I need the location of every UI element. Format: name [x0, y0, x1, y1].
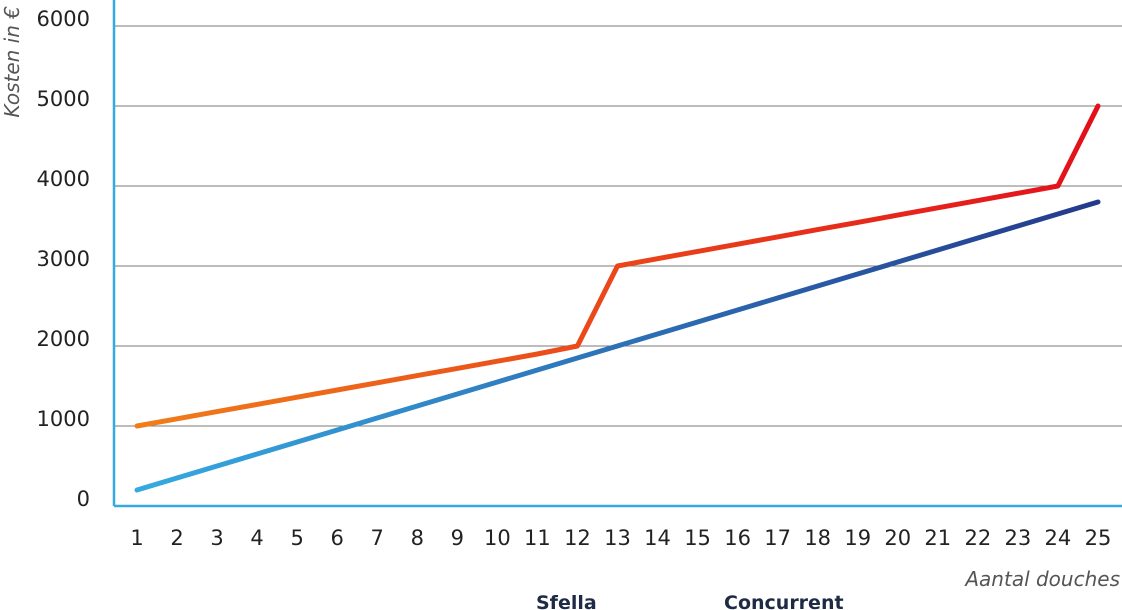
- series-line-sfella: [134, 199, 1101, 493]
- legend: Sfella Concurrent: [452, 592, 844, 610]
- x-tick-label-18: 18: [804, 526, 831, 550]
- y-tick-label-4000: 4000: [37, 167, 90, 191]
- x-axis-title: Aantal douches: [963, 567, 1120, 591]
- x-tick-labels: 1 2 3 4 5 6 7 8 9 10 11 12 13 14 15 16 17 18 19 20 21 22 23 24 2…: [130, 526, 1111, 550]
- y-axis-title: Kosten in €: [0, 6, 24, 118]
- y-tick-label-2000: 2000: [37, 327, 90, 351]
- x-tick-label-14: 14: [644, 526, 671, 550]
- x-tick-label-2: 2: [170, 526, 183, 550]
- x-tick-label-10: 10: [484, 526, 511, 550]
- y-tick-label-1000: 1000: [37, 407, 90, 431]
- x-tick-label-5: 5: [290, 526, 303, 550]
- x-tick-label-24: 24: [1045, 526, 1072, 550]
- y-tick-label-0: 0: [77, 487, 90, 511]
- x-tick-label-21: 21: [924, 526, 951, 550]
- x-tick-label-13: 13: [604, 526, 631, 550]
- x-tick-label-12: 12: [564, 526, 591, 550]
- x-tick-label-15: 15: [684, 526, 711, 550]
- y-tick-labels: 0 1000 2000 3000 4000 5000 6000: [37, 7, 90, 511]
- x-tick-label-25: 25: [1085, 526, 1112, 550]
- x-tick-label-8: 8: [411, 526, 424, 550]
- x-tick-label-19: 19: [844, 526, 871, 550]
- legend-label-sfella: Sfella: [536, 592, 597, 610]
- y-tick-label-6000: 6000: [37, 7, 90, 31]
- y-tick-label-5000: 5000: [37, 87, 90, 111]
- x-tick-label-9: 9: [451, 526, 464, 550]
- x-tick-label-17: 17: [764, 526, 791, 550]
- x-tick-label-16: 16: [724, 526, 751, 550]
- x-tick-label-11: 11: [524, 526, 551, 550]
- legend-label-concurrent: Concurrent: [724, 592, 844, 610]
- series-lines: [134, 103, 1101, 493]
- x-tick-label-1: 1: [130, 526, 143, 550]
- x-tick-label-23: 23: [1005, 526, 1032, 550]
- gridlines: [114, 25, 1122, 427]
- y-tick-label-3000: 3000: [37, 247, 90, 271]
- x-tick-label-6: 6: [331, 526, 344, 550]
- x-tick-label-22: 22: [964, 526, 991, 550]
- x-tick-label-3: 3: [210, 526, 223, 550]
- x-tick-label-20: 20: [884, 526, 911, 550]
- x-tick-label-4: 4: [250, 526, 263, 550]
- x-tick-label-7: 7: [371, 526, 384, 550]
- series-line-concurrent: [134, 103, 1101, 429]
